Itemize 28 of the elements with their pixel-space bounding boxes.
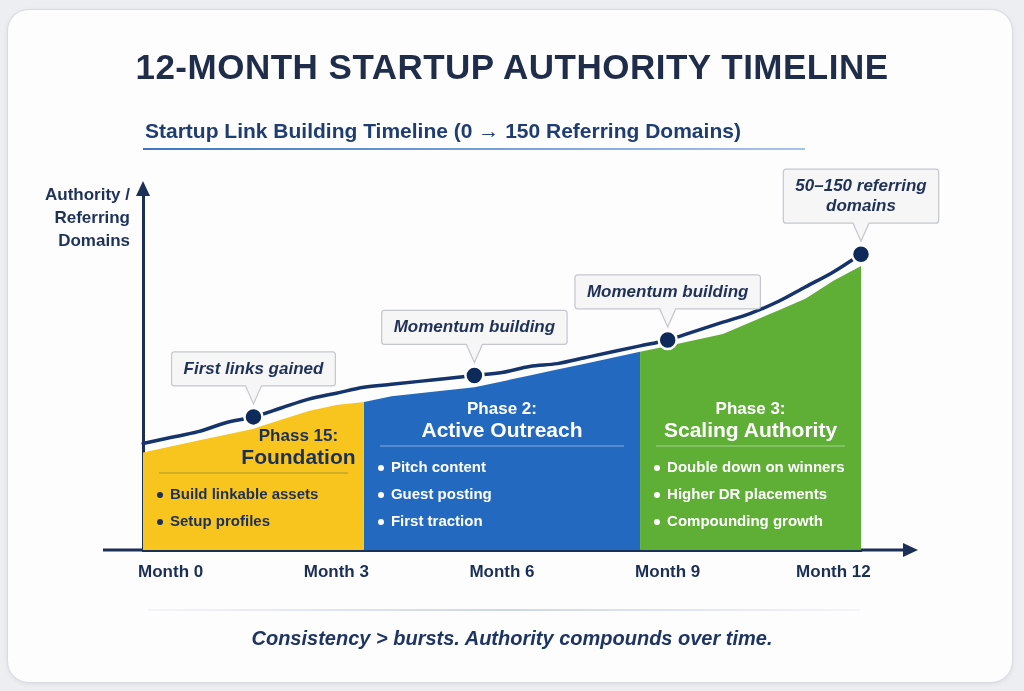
annotation: Build linkable assets — [170, 485, 319, 503]
annotation: Setup profiles — [170, 512, 271, 530]
annotation: Momentum building — [586, 281, 750, 301]
chart-title: 12-MONTH STARTUP AUTHORITY TIMELINE — [135, 46, 889, 88]
series-label: Phase 3: Scaling Authority — [664, 398, 838, 441]
series-label: Phass 15: Foundation — [241, 425, 356, 468]
chart-subtitle: Startup Link Building Timeline (0 → 150 Referring Domains) — [145, 118, 741, 144]
annotation: Compounding growth — [667, 512, 823, 530]
point — [464, 365, 485, 386]
annotation: Pitch content — [390, 458, 486, 476]
annotation: Momentum building — [393, 317, 556, 337]
series-label: Phase 2: Active Outreach — [421, 398, 583, 441]
text: Consistency > bursts. Authority compounds over time. — [251, 626, 773, 650]
x-tick-label: Month 9 — [635, 561, 701, 581]
point — [657, 329, 678, 351]
annotation: First links gained — [183, 358, 324, 378]
point — [850, 243, 872, 265]
x-tick-label: Month 12 — [796, 561, 871, 581]
annotation: Higher DR placements — [667, 485, 828, 503]
annotation: First traction — [390, 512, 483, 530]
x-tick-label: Month 3 — [303, 561, 369, 581]
y-axis-title: Authority / Referring Domains — [44, 184, 130, 252]
point — [243, 406, 264, 428]
annotation: 50–150 referring domains — [795, 175, 928, 215]
x-tick-label: Month 0 — [138, 561, 204, 581]
annotation: Guest posting — [390, 485, 492, 503]
x-tick-label: Month 6 — [469, 561, 535, 581]
annotation: Double down on winners — [667, 458, 845, 476]
